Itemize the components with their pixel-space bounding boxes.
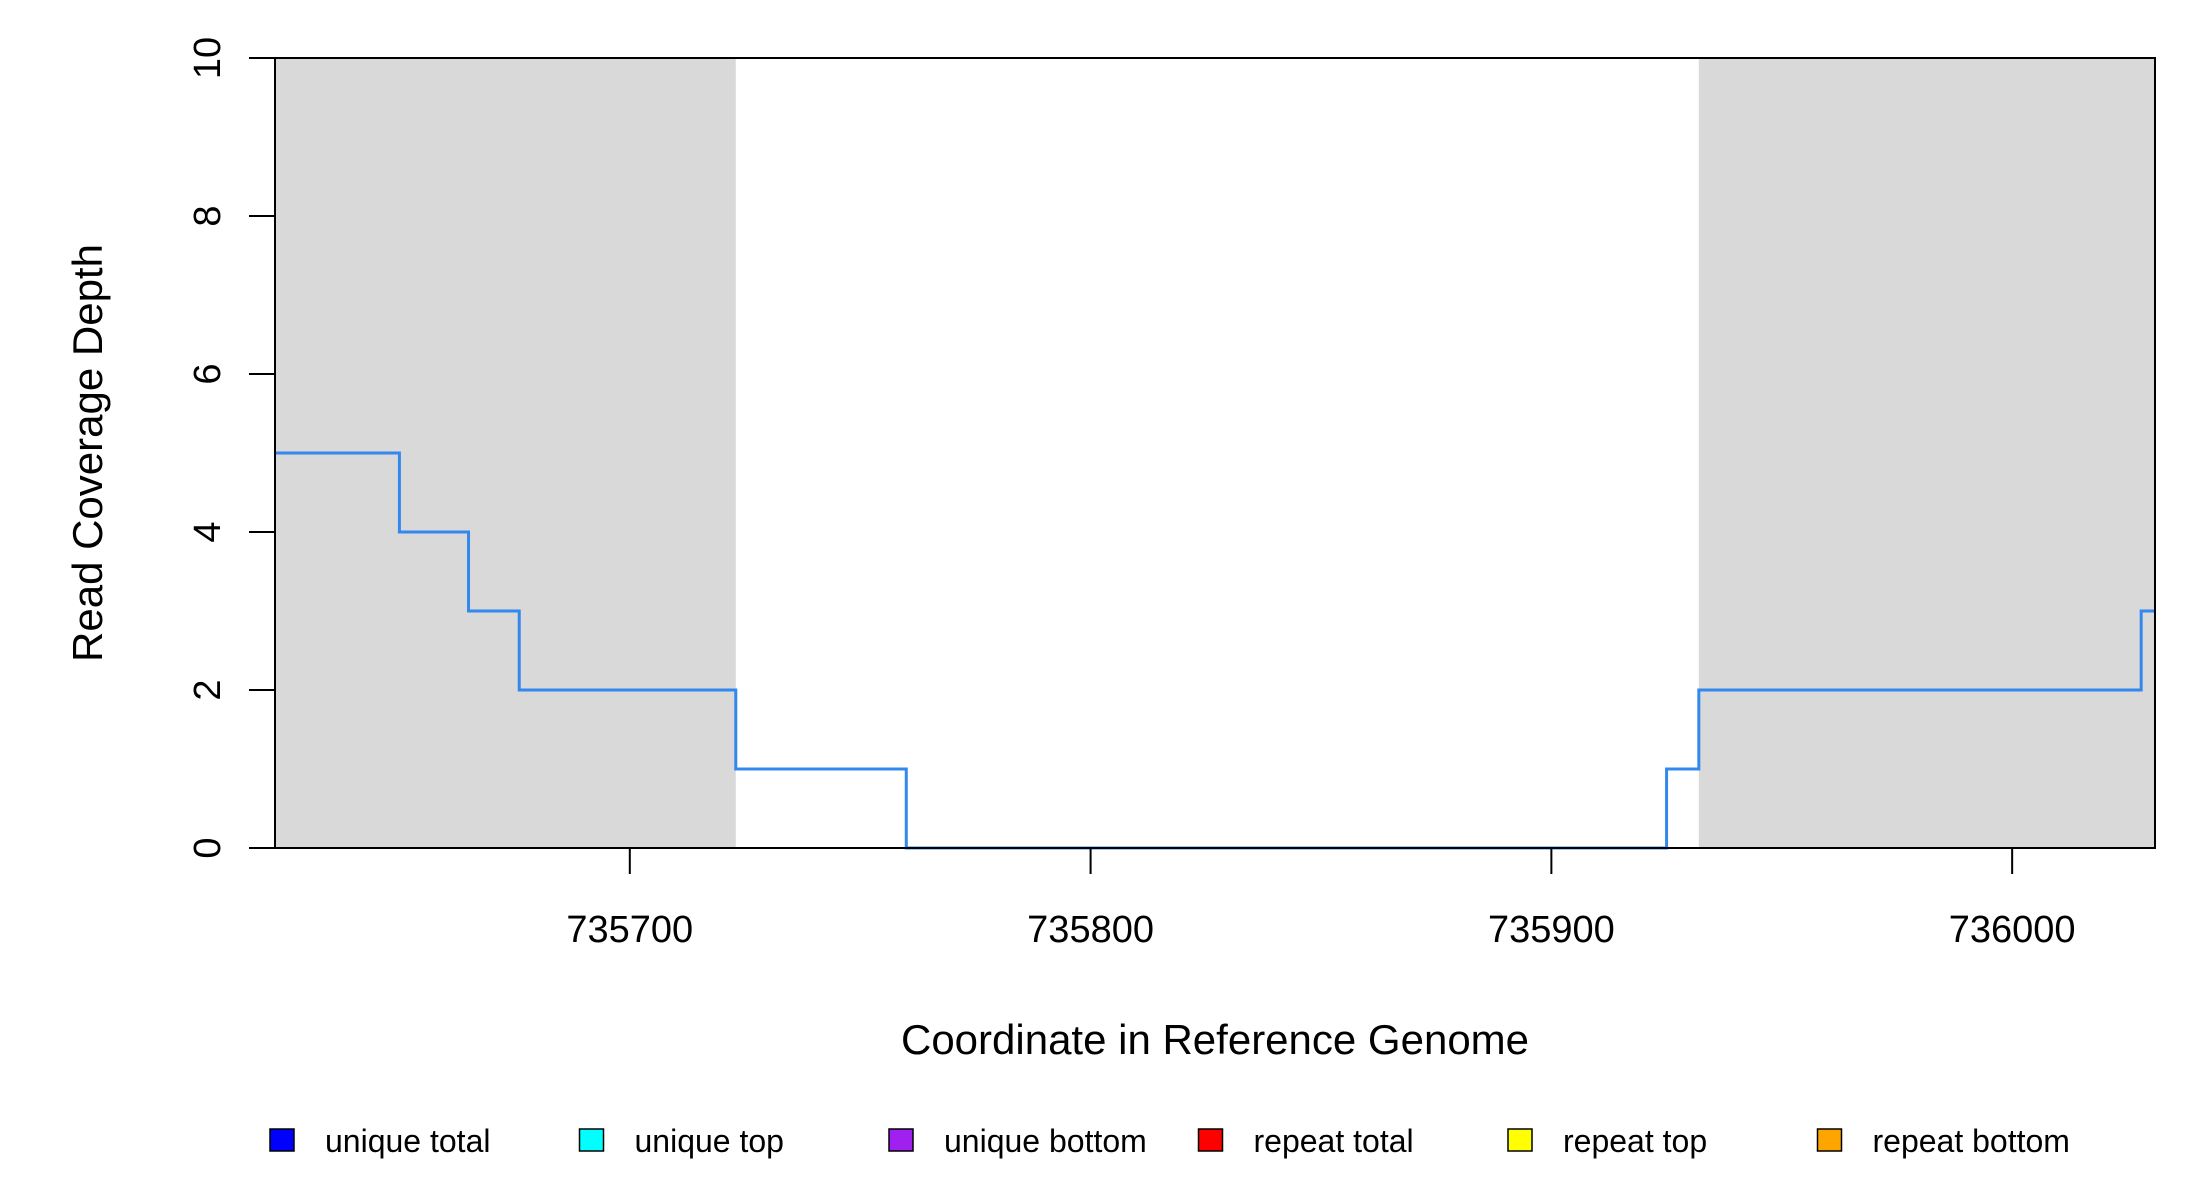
x-tick-label-2: 735900: [1488, 909, 1615, 951]
legend-swatch: [578, 1128, 605, 1152]
y-tick-label-2: 4: [187, 521, 229, 542]
legend: unique total unique top unique bottom repea…: [269, 1123, 2070, 1159]
legend-label: unique top: [635, 1123, 784, 1159]
y-tick-label-3: 6: [187, 363, 229, 384]
x-tick-label-0: 735700: [566, 909, 693, 951]
legend-swatch: [1507, 1128, 1533, 1152]
legend-swatch: [269, 1128, 295, 1152]
x-tick-label-1: 735800: [1027, 909, 1154, 951]
legend-label: unique bottom: [944, 1123, 1147, 1159]
legend-item-4: repeat top: [1507, 1123, 1707, 1159]
legend-label: repeat total: [1254, 1123, 1414, 1159]
x-tick-label-3: 736000: [1949, 909, 2076, 951]
plot-frame: [274, 57, 2156, 849]
coverage-step-line: [275, 451, 2155, 850]
legend-label: repeat bottom: [1873, 1123, 2070, 1159]
legend-item-5: repeat bottom: [1816, 1123, 2070, 1159]
x-axis: 735700 735800 735900 736000: [566, 848, 2076, 951]
y-tick-label-0: 0: [187, 837, 229, 858]
legend-item-0: unique total: [269, 1123, 490, 1159]
legend-item-2: unique bottom: [888, 1123, 1147, 1159]
y-tick-label-1: 2: [187, 679, 229, 700]
y-axis: 0 2 4 6 8 10: [187, 37, 275, 859]
legend-swatch: [1816, 1128, 1843, 1152]
legend-label: repeat top: [1563, 1123, 1707, 1159]
x-axis-label: Coordinate in Reference Genome: [901, 1016, 1529, 1063]
shaded-regions: [275, 58, 2155, 848]
legend-label: unique total: [325, 1123, 490, 1159]
legend-swatch: [1197, 1128, 1224, 1152]
legend-swatch: [888, 1128, 914, 1152]
coverage-series: [275, 451, 2155, 850]
legend-item-1: unique top: [578, 1123, 784, 1159]
legend-item-3: repeat total: [1197, 1123, 1414, 1159]
y-tick-label-5: 10: [187, 37, 229, 79]
y-tick-label-4: 8: [187, 205, 229, 226]
shaded-region-1: [1698, 58, 2155, 848]
y-axis-label: Read Coverage Depth: [64, 244, 111, 662]
